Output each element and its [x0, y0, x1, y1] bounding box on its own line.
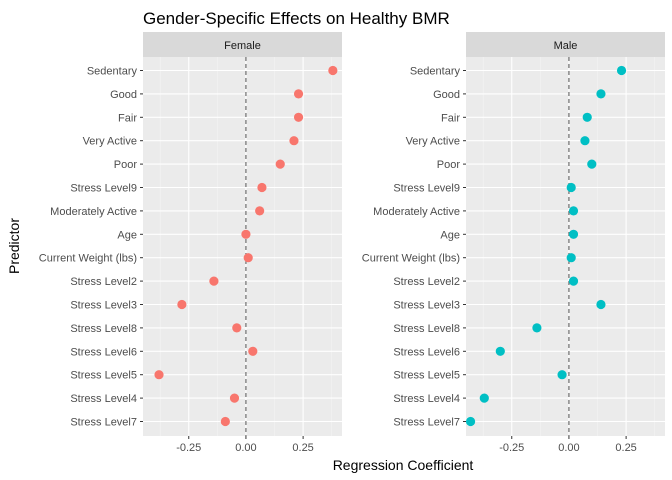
data-point	[495, 346, 505, 356]
y-tick-label: Current Weight (lbs)	[39, 253, 137, 265]
data-point	[232, 323, 242, 333]
data-point	[568, 276, 579, 286]
y-tick-label: Stress Level4	[393, 393, 460, 405]
data-point	[243, 253, 253, 263]
panel-background	[466, 57, 665, 436]
data-point	[596, 299, 606, 310]
x-tick-label: 0.00	[235, 442, 256, 454]
facet-strip	[143, 32, 342, 57]
data-point	[568, 206, 579, 216]
facet-strip-label: Female	[224, 40, 261, 52]
y-tick-label: Stress Level6	[70, 346, 137, 358]
y-tick-label: Stress Level7	[393, 417, 460, 429]
data-point	[293, 89, 304, 99]
y-tick-label: Fair	[441, 112, 460, 124]
data-point	[580, 136, 590, 146]
y-tick-label: Moderately Active	[50, 206, 137, 218]
y-tick-label: Very Active	[83, 136, 137, 148]
y-tick-label: Good	[433, 89, 460, 101]
y-tick-label: Stress Level8	[393, 323, 460, 335]
data-point	[557, 370, 567, 380]
y-tick-label: Age	[117, 229, 137, 241]
data-point	[248, 346, 258, 356]
data-point	[568, 229, 579, 239]
y-tick-label: Good	[110, 89, 137, 101]
facet-strip	[466, 32, 665, 57]
data-point	[566, 253, 576, 263]
data-point	[328, 65, 338, 76]
data-point	[596, 89, 606, 99]
y-tick-label: Stress Level6	[393, 346, 460, 358]
y-axis-title: Predictor	[6, 218, 22, 274]
y-tick-label: Stress Level3	[70, 300, 137, 312]
x-tick-label: 0.00	[558, 442, 579, 454]
facet-strip-label: Male	[554, 40, 578, 52]
data-point	[479, 393, 489, 403]
x-tick-label: 0.25	[292, 442, 313, 454]
data-point	[241, 229, 251, 239]
y-tick-label: Sedentary	[410, 66, 461, 78]
data-point	[587, 159, 597, 169]
data-point	[616, 65, 627, 76]
y-tick-label: Moderately Active	[373, 206, 460, 218]
y-tick-label: Stress Level2	[70, 276, 137, 288]
data-point	[275, 159, 285, 169]
data-point	[255, 206, 265, 216]
x-tick-label: -0.25	[499, 442, 524, 454]
y-tick-label: Sedentary	[87, 66, 138, 78]
y-tick-label: Stress Level4	[70, 393, 137, 405]
data-point	[532, 323, 542, 333]
data-point	[582, 112, 592, 122]
facet-panel-male: Male Sedentary Good Fair Very Active Poor Stre…	[362, 32, 665, 454]
data-point	[465, 416, 476, 427]
data-point	[220, 416, 230, 427]
x-axis-title: Regression Coefficient	[333, 457, 474, 473]
data-point	[154, 370, 164, 380]
panel-background	[143, 57, 342, 436]
y-tick-label: Very Active	[406, 136, 460, 148]
y-tick-label: Stress Level7	[70, 417, 137, 429]
y-tick-label: Stress Level2	[393, 276, 460, 288]
y-tick-label: Stress Level9	[393, 183, 460, 195]
chart-title: Gender-Specific Effects on Healthy BMR	[143, 9, 450, 28]
x-tick-label: -0.25	[176, 442, 201, 454]
data-point	[209, 276, 219, 286]
data-point	[229, 393, 240, 403]
data-point	[566, 182, 576, 193]
y-tick-label: Poor	[437, 159, 461, 171]
y-tick-label: Stress Level9	[70, 183, 137, 195]
x-tick-label: 0.25	[615, 442, 636, 454]
y-tick-label: Stress Level8	[70, 323, 137, 335]
y-tick-label: Poor	[114, 159, 138, 171]
data-point	[293, 112, 304, 122]
y-tick-label: Stress Level5	[70, 370, 137, 382]
y-tick-label: Stress Level5	[393, 370, 460, 382]
y-tick-label: Current Weight (lbs)	[362, 253, 460, 265]
data-point	[177, 299, 187, 310]
data-point	[257, 182, 267, 193]
data-point	[289, 136, 299, 146]
facet-panel-female: Female Sedentary Good Fair Very Active Poor St…	[39, 32, 342, 454]
y-tick-label: Fair	[118, 112, 137, 124]
facet-panels: Female Sedentary Good Fair Very Active Poor St…	[39, 32, 665, 454]
y-tick-label: Age	[440, 229, 460, 241]
y-tick-label: Stress Level3	[393, 300, 460, 312]
